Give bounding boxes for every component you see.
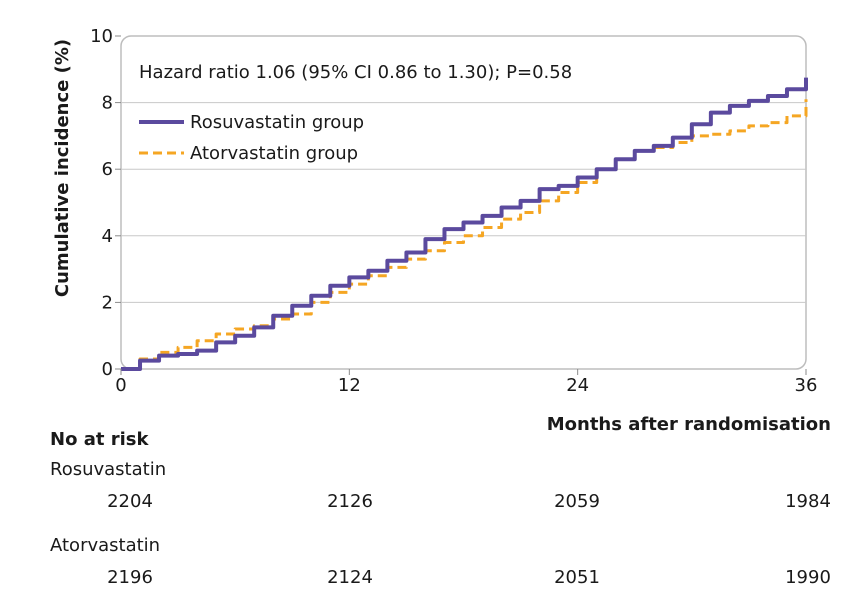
risk-group-label-atorvastatin: Atorvastatin: [50, 535, 160, 556]
legend-label-atorvastatin: Atorvastatin group: [190, 143, 358, 164]
y-tick-label-8: 8: [102, 93, 113, 114]
risk-value-atorvastatin-0: 2196: [107, 567, 153, 588]
y-axis-ticks: 0 2 4 6 8 10: [90, 26, 121, 380]
hazard-ratio-annotation: Hazard ratio 1.06 (95% CI 0.86 to 1.30);…: [139, 62, 572, 83]
risk-value-atorvastatin-2: 2051: [554, 567, 600, 588]
legend: Rosuvastatin group Atorvastatin group: [139, 112, 364, 164]
plot-frame: [120, 35, 807, 370]
risk-value-atorvastatin-3: 1990: [785, 567, 831, 588]
risk-table-title: No at risk: [50, 429, 149, 450]
x-axis-ticks: 0 12 24 36: [115, 369, 817, 396]
risk-value-rosuvastatin-3: 1984: [785, 491, 831, 512]
x-tick-label-0: 0: [115, 375, 126, 396]
risk-value-rosuvastatin-1: 2126: [327, 491, 373, 512]
risk-value-rosuvastatin-2: 2059: [554, 491, 600, 512]
risk-value-rosuvastatin-0: 2204: [107, 491, 153, 512]
risk-group-label-rosuvastatin: Rosuvastatin: [50, 459, 166, 480]
y-tick-label-0: 0: [102, 359, 113, 380]
series-layer: [121, 77, 808, 371]
x-tick-label-24: 24: [566, 375, 589, 396]
y-tick-label-10: 10: [90, 26, 113, 47]
x-tick-label-12: 12: [338, 375, 361, 396]
legend-label-rosuvastatin: Rosuvastatin group: [190, 112, 364, 133]
series-line-rosuvastatin-group: [121, 77, 808, 371]
y-tick-label-2: 2: [102, 292, 113, 313]
risk-table: No at risk Rosuvastatin Atorvastatin 220…: [50, 429, 831, 588]
risk-value-atorvastatin-1: 2124: [327, 567, 373, 588]
y-axis-label: Cumulative incidence (%): [52, 39, 73, 297]
y-tick-label-4: 4: [102, 226, 113, 247]
gridlines: [121, 102, 806, 303]
risk-values: 2204 2126 2059 1984 2196 2124 2051 1990: [107, 491, 831, 588]
x-tick-label-36: 36: [795, 375, 818, 396]
x-axis-label: Months after randomisation: [547, 414, 831, 435]
y-tick-label-6: 6: [102, 159, 113, 180]
